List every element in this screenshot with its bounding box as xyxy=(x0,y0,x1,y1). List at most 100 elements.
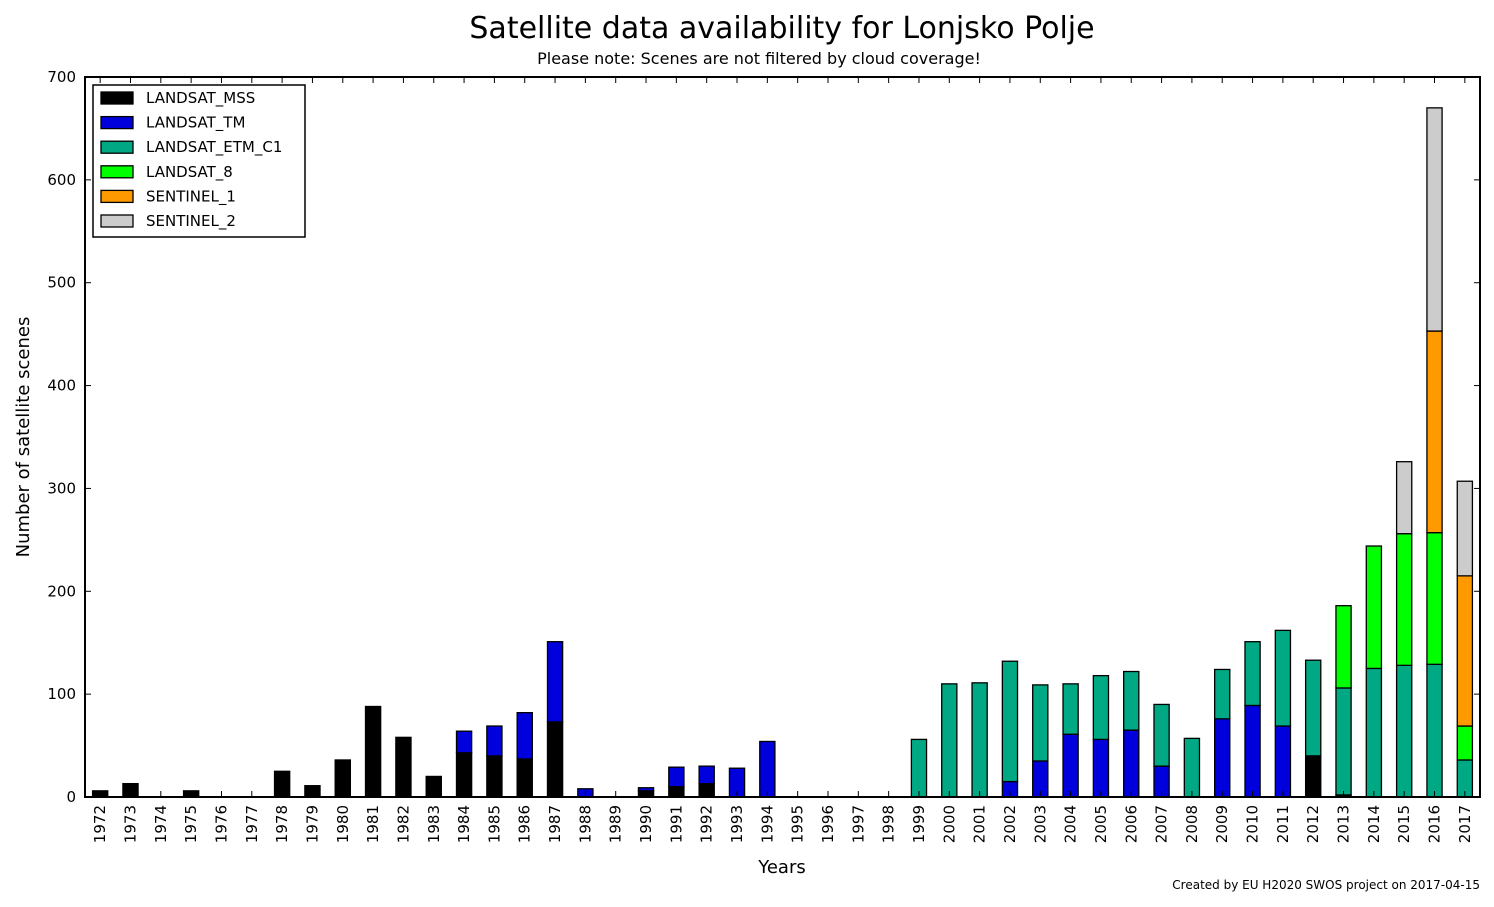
bar-landsat_mss-1981 xyxy=(364,705,382,798)
x-tick-label: 1988 xyxy=(576,805,594,843)
bar-landsat_etm_c1-2012 xyxy=(1304,659,1322,757)
bar-sentinel_2-2016 xyxy=(1426,107,1443,332)
x-tick-label: 1996 xyxy=(819,805,837,843)
y-tick-label: 0 xyxy=(66,788,76,806)
x-tick-label: 2007 xyxy=(1153,805,1171,843)
bar-layer xyxy=(91,107,1474,798)
bar-landsat_8-2015 xyxy=(1395,533,1413,666)
x-tick-label: 2008 xyxy=(1183,805,1201,843)
legend-label-sentinel_1: SENTINEL_1 xyxy=(146,187,236,206)
x-tick-label: 1991 xyxy=(667,805,685,843)
bar-landsat_etm_c1-2011 xyxy=(1274,629,1292,727)
legend-swatch-landsat_etm_c1 xyxy=(100,140,134,154)
y-tick-label: 600 xyxy=(47,171,76,189)
bar-landsat_etm_c1-2010 xyxy=(1244,641,1261,707)
x-axis-ticks: 1972 1973 1974 1975 1976 1977 1978 1979 1980 1981… xyxy=(91,77,1474,843)
bar-landsat_etm_c1-2014 xyxy=(1365,667,1383,798)
x-tick-label: 1982 xyxy=(394,805,412,843)
bar-landsat_tm-2011 xyxy=(1274,725,1292,798)
legend-swatch-landsat_mss xyxy=(100,91,134,105)
plot-area-frame xyxy=(84,76,1481,798)
x-tick-label: 2001 xyxy=(971,805,989,843)
x-tick-label: 1989 xyxy=(607,805,625,843)
bar-landsat_etm_c1-2008 xyxy=(1183,737,1201,798)
x-tick-label: 1985 xyxy=(485,805,503,843)
x-tick-label: 2014 xyxy=(1365,805,1383,843)
x-tick-label: 2004 xyxy=(1062,805,1080,843)
bar-landsat_tm-1991 xyxy=(668,766,685,788)
bar-landsat_8-2016 xyxy=(1426,532,1443,665)
chart-subtitle: Please note: Scenes are not filtered by … xyxy=(537,49,981,68)
bar-landsat_tm-2009 xyxy=(1213,718,1231,798)
x-tick-label: 2017 xyxy=(1456,805,1474,843)
bar-landsat_etm_c1-2000 xyxy=(941,683,958,798)
bar-landsat_8-2017 xyxy=(1456,725,1474,761)
bar-landsat_etm_c1-2005 xyxy=(1092,674,1110,741)
legend-label-landsat_etm_c1: LANDSAT_ETM_C1 xyxy=(146,138,282,157)
bar-landsat_8-2013 xyxy=(1335,605,1352,689)
bar-landsat_mss-1984 xyxy=(455,752,473,798)
x-tick-label: 1983 xyxy=(425,805,443,843)
bar-landsat_8-2014 xyxy=(1365,545,1383,670)
legend-label-landsat_mss: LANDSAT_MSS xyxy=(146,89,255,108)
x-tick-label: 1993 xyxy=(728,805,746,843)
x-tick-label: 1997 xyxy=(849,805,867,843)
bar-landsat_etm_c1-1999 xyxy=(910,738,928,798)
x-tick-label: 2005 xyxy=(1092,805,1110,843)
y-tick-label: 100 xyxy=(47,685,76,703)
x-tick-label: 2006 xyxy=(1122,805,1140,843)
bar-sentinel_1-2017 xyxy=(1456,575,1474,727)
bar-landsat_etm_c1-2007 xyxy=(1153,703,1170,767)
bar-landsat_tm-2010 xyxy=(1244,704,1261,798)
credit-note: Created by EU H2020 SWOS project on 2017… xyxy=(1172,878,1480,892)
legend-label-landsat_8: LANDSAT_8 xyxy=(146,163,233,182)
x-tick-label: 2013 xyxy=(1335,805,1353,843)
x-tick-label: 2003 xyxy=(1031,805,1049,843)
x-tick-label: 1987 xyxy=(546,805,564,843)
x-tick-label: 2016 xyxy=(1426,805,1444,843)
bar-landsat_etm_c1-2004 xyxy=(1062,683,1079,735)
x-tick-label: 2015 xyxy=(1395,805,1413,843)
bar-landsat_mss-1985 xyxy=(486,755,503,798)
x-tick-label: 1986 xyxy=(516,805,534,843)
y-axis-label: Number of satellite scenes xyxy=(13,317,34,558)
x-tick-label: 1984 xyxy=(455,805,473,843)
x-tick-label: 2012 xyxy=(1304,805,1322,843)
bar-landsat_tm-1984 xyxy=(455,730,473,754)
x-tick-label: 2000 xyxy=(940,805,958,843)
legend-swatch-sentinel_1 xyxy=(100,189,134,204)
y-tick-label: 500 xyxy=(47,274,76,292)
bar-landsat_tm-1992 xyxy=(698,765,715,785)
bar-sentinel_2-2015 xyxy=(1395,461,1413,535)
bar-landsat_etm_c1-2013 xyxy=(1335,687,1352,796)
bar-landsat_tm-2004 xyxy=(1062,733,1079,798)
x-tick-label: 1999 xyxy=(910,805,928,843)
bar-sentinel_1-2016 xyxy=(1426,330,1443,534)
bar-landsat_tm-1985 xyxy=(486,725,503,757)
x-tick-label: 1995 xyxy=(789,805,807,843)
x-tick-label: 1994 xyxy=(758,805,776,843)
chart-title: Satellite data availability for Lonjsko … xyxy=(469,11,1094,46)
bar-landsat_mss-1982 xyxy=(395,736,412,798)
bar-landsat_etm_c1-2002 xyxy=(1001,660,1019,783)
x-axis-label: Years xyxy=(757,857,806,878)
x-tick-label: 1978 xyxy=(273,805,291,843)
x-tick-label: 2011 xyxy=(1274,805,1292,843)
x-tick-label: 1976 xyxy=(212,805,230,843)
bar-landsat_etm_c1-2003 xyxy=(1032,684,1049,762)
bar-landsat_mss-1987 xyxy=(546,721,564,798)
legend: LANDSAT_MSS LANDSAT_TM LANDSAT_ETM_C1 LANDS… xyxy=(92,84,306,238)
x-tick-label: 1998 xyxy=(880,805,898,843)
legend-swatch-landsat_tm xyxy=(100,115,134,130)
bar-sentinel_2-2017 xyxy=(1456,480,1474,577)
bar-landsat_tm-1990 xyxy=(637,787,655,792)
y-tick-label: 700 xyxy=(47,68,76,86)
bar-landsat_mss-2012 xyxy=(1304,755,1322,798)
y-tick-label: 200 xyxy=(47,582,76,600)
x-tick-label: 1977 xyxy=(243,805,261,843)
x-tick-label: 1980 xyxy=(334,805,352,843)
x-tick-label: 1975 xyxy=(182,805,200,843)
x-tick-label: 1973 xyxy=(121,805,139,843)
x-tick-label: 1979 xyxy=(303,805,321,843)
